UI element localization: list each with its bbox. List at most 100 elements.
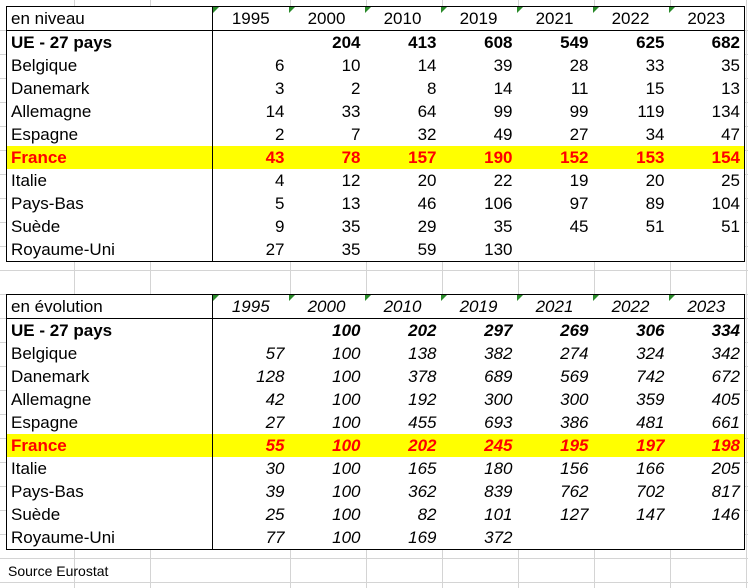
value-cell[interactable]: 569 [560,366,589,386]
value-cell[interactable]: 100 [332,320,361,340]
value-cell[interactable]: 100 [332,412,361,432]
value-cell[interactable]: 100 [332,481,361,501]
value-cell[interactable]: 127 [560,504,589,524]
year-header-cell[interactable]: 1995 [212,294,289,319]
country-cell[interactable]: Pays-Bas [6,192,213,215]
value-cell[interactable]: 300 [560,389,589,409]
value-cell[interactable]: 101 [484,504,513,524]
value-cell[interactable]: 306 [636,320,665,340]
country-cell[interactable]: Allemagne [6,388,213,411]
value-cell[interactable]: 342 [668,342,745,365]
value-cell[interactable]: 166 [636,458,665,478]
value-cell[interactable]: 138 [408,343,437,363]
value-cell[interactable]: 59 [364,238,441,262]
value-cell[interactable]: 104 [668,192,745,215]
value-cell[interactable]: 154 [668,146,745,169]
value-cell[interactable]: 202 [364,434,441,457]
value-cell[interactable]: 7 [351,124,361,144]
value-cell[interactable]: 20 [417,170,437,190]
value-cell[interactable]: 165 [408,458,437,478]
value-cell[interactable]: 33 [645,55,665,75]
value-cell[interactable]: 51 [668,215,745,238]
value-cell[interactable]: 78 [288,146,365,169]
country-cell[interactable]: UE - 27 pays [6,318,213,342]
value-cell[interactable]: 32 [417,124,437,144]
table-label[interactable]: en évolution [6,294,213,319]
year-header-cell[interactable]: 2019 [440,6,517,31]
country-cell[interactable]: Suède [6,215,213,238]
value-cell[interactable]: 839 [484,481,513,501]
value-cell[interactable]: 35 [288,238,365,262]
value-cell[interactable]: 157 [364,146,441,169]
value-cell[interactable]: 195 [516,434,593,457]
value-cell[interactable] [668,526,745,550]
value-cell[interactable]: 372 [440,526,517,550]
value-cell[interactable]: 119 [637,101,665,121]
value-cell[interactable]: 274 [560,343,589,363]
value-cell[interactable]: 128 [256,366,285,386]
country-cell[interactable]: UE - 27 pays [6,30,213,54]
year-header-cell[interactable]: 2010 [364,6,441,31]
value-cell[interactable]: 82 [417,504,437,524]
value-cell[interactable]: 106 [484,193,513,213]
value-cell[interactable]: 156 [560,458,589,478]
value-cell[interactable]: 324 [636,343,665,363]
value-cell[interactable]: 455 [408,412,437,432]
value-cell[interactable]: 6 [275,55,285,75]
value-cell[interactable]: 180 [484,458,513,478]
value-cell[interactable]: 625 [636,32,665,52]
country-cell[interactable]: Espagne [6,123,213,146]
country-cell[interactable]: Espagne [6,411,213,434]
year-header-cell[interactable]: 2010 [364,294,441,319]
value-cell[interactable]: 481 [636,412,665,432]
country-cell[interactable]: Royaume-Uni [6,526,213,550]
value-cell[interactable]: 762 [560,481,589,501]
value-cell[interactable]: 27 [212,238,289,262]
country-cell[interactable]: Royaume-Uni [6,238,213,262]
country-cell[interactable]: Belgique [6,342,213,365]
value-cell[interactable]: 702 [636,481,665,501]
value-cell[interactable]: 35 [493,216,513,236]
value-cell[interactable]: 49 [493,124,513,144]
value-cell[interactable] [213,31,289,55]
value-cell[interactable]: 4 [275,170,285,190]
country-cell[interactable]: Suède [6,503,213,526]
value-cell[interactable]: 45 [569,216,589,236]
value-cell[interactable]: 2 [275,124,285,144]
value-cell[interactable]: 10 [341,55,361,75]
value-cell[interactable] [516,526,593,550]
table-label[interactable]: en niveau [6,6,213,31]
value-cell[interactable]: 2 [351,78,361,98]
value-cell[interactable]: 8 [427,78,437,98]
country-cell[interactable]: Danemark [6,365,213,388]
value-cell[interactable]: 192 [408,389,437,409]
value-cell[interactable]: 12 [341,170,361,190]
value-cell[interactable]: 689 [484,366,513,386]
value-cell[interactable]: 47 [668,123,745,146]
value-cell[interactable]: 25 [265,504,285,524]
country-cell[interactable]: Belgique [6,54,213,77]
value-cell[interactable]: 100 [332,389,361,409]
value-cell[interactable]: 5 [275,193,285,213]
value-cell[interactable]: 300 [484,389,513,409]
value-cell[interactable] [668,238,745,262]
value-cell[interactable]: 51 [645,216,665,236]
value-cell[interactable]: 13 [341,193,361,213]
year-header-cell[interactable]: 2021 [516,294,593,319]
value-cell[interactable]: 146 [668,503,745,526]
year-header-cell[interactable]: 2023 [668,6,745,31]
value-cell[interactable]: 27 [265,412,285,432]
value-cell[interactable]: 693 [484,412,513,432]
year-header-cell[interactable]: 2019 [440,294,517,319]
value-cell[interactable]: 202 [408,320,437,340]
value-cell[interactable]: 198 [668,434,745,457]
country-cell[interactable]: Danemark [6,77,213,100]
value-cell[interactable]: 27 [569,124,589,144]
value-cell[interactable]: 672 [668,365,745,388]
value-cell[interactable]: 19 [569,170,589,190]
value-cell[interactable]: 197 [592,434,669,457]
value-cell[interactable]: 13 [668,77,745,100]
year-header-cell[interactable]: 2000 [288,294,365,319]
value-cell[interactable]: 33 [341,101,361,121]
value-cell[interactable]: 608 [484,32,513,52]
